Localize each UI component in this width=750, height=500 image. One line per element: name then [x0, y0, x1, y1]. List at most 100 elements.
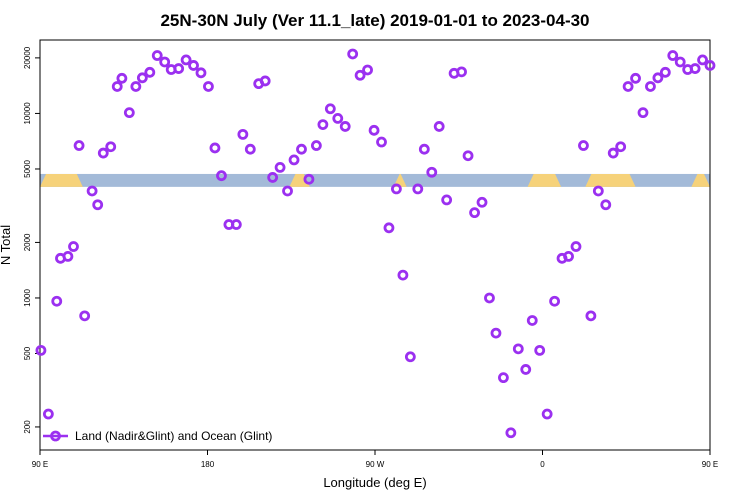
y-tick-label: 5000 — [23, 160, 32, 178]
data-point — [332, 112, 344, 124]
y-axis-ticks: 200 500 1000 2000 5000 10000 20000 — [23, 46, 40, 434]
data-point — [498, 372, 509, 384]
y-tick-label: 200 — [23, 420, 32, 434]
data-point — [230, 219, 242, 230]
data-point — [51, 295, 63, 307]
data-point — [159, 56, 171, 68]
data-point — [412, 183, 424, 195]
data-point — [570, 241, 582, 252]
data-point — [267, 172, 279, 183]
y-tick-label: 2000 — [23, 233, 32, 251]
legend-label: Land (Nadir&Glint) and Ocean (Glint) — [75, 429, 272, 443]
data-point — [456, 66, 467, 78]
x-axis-ticks: 90 E 180 90 W 0 90 E — [32, 450, 718, 469]
data-point — [697, 54, 708, 66]
data-point — [383, 222, 395, 234]
data-point — [391, 183, 402, 195]
data-point — [339, 121, 351, 132]
data-point — [288, 154, 300, 166]
data-point — [35, 344, 47, 356]
data-point — [368, 124, 380, 136]
data-point — [592, 185, 604, 197]
data-point — [462, 150, 474, 162]
data-point — [645, 81, 656, 92]
data-point — [136, 72, 148, 84]
data-point — [237, 128, 249, 140]
data-point — [652, 72, 664, 84]
data-point — [62, 250, 74, 262]
data-point — [505, 427, 517, 439]
data-point — [476, 196, 488, 208]
data-point — [73, 140, 85, 151]
data-point — [433, 121, 445, 132]
data-point — [111, 81, 123, 92]
data-point — [404, 351, 416, 363]
data-point — [216, 170, 227, 182]
data-point — [173, 63, 185, 74]
data-point — [123, 107, 135, 119]
data-point — [68, 241, 79, 252]
data-point — [195, 67, 207, 79]
data-point — [630, 72, 641, 84]
data-point — [667, 50, 679, 61]
data-point — [310, 140, 322, 151]
plot-frame — [39, 39, 711, 451]
data-point — [704, 60, 716, 71]
chart-title: 25N-30N July (Ver 11.1_late) 2019-01-01 … — [160, 11, 589, 30]
land-segment-4 — [585, 173, 636, 187]
data-point — [689, 63, 701, 74]
data-point — [362, 64, 373, 76]
data-point — [600, 199, 612, 211]
x-tick-label: 0 — [540, 460, 545, 469]
x-tick-label: 180 — [201, 460, 215, 469]
x-axis-label: Longitude (deg E) — [323, 475, 426, 490]
data-point — [484, 292, 495, 304]
data-point — [116, 72, 128, 84]
data-point — [42, 408, 54, 420]
y-axis-label: N Total — [0, 225, 13, 265]
data-point — [549, 295, 560, 307]
data-point — [637, 107, 649, 119]
data-point — [130, 81, 142, 92]
data-point — [97, 147, 109, 159]
data-point — [144, 66, 156, 78]
data-point — [180, 54, 192, 66]
data-point — [282, 185, 293, 197]
data-point — [92, 199, 104, 211]
land-segment-3 — [527, 173, 562, 187]
x-tick-label: 90 W — [366, 460, 385, 469]
data-point — [324, 103, 336, 115]
data-series — [35, 48, 716, 439]
data-point — [259, 75, 271, 87]
data-point — [512, 343, 524, 355]
data-point — [86, 185, 98, 197]
data-point — [296, 143, 307, 155]
data-point — [274, 161, 286, 173]
data-point — [563, 250, 574, 262]
data-point — [376, 136, 387, 148]
data-point — [151, 50, 163, 61]
data-point — [607, 147, 619, 159]
data-point — [79, 310, 91, 322]
surface-band — [40, 173, 710, 187]
data-point — [303, 173, 315, 185]
data-point — [397, 269, 409, 281]
data-point — [674, 56, 686, 68]
data-point — [585, 310, 597, 322]
data-point — [469, 207, 480, 219]
data-point — [541, 408, 553, 420]
data-point — [418, 143, 430, 155]
y-tick-label: 20000 — [23, 46, 32, 69]
data-point — [209, 142, 221, 154]
data-point — [244, 143, 256, 155]
land-segment-5 — [691, 173, 710, 187]
data-point — [615, 141, 627, 153]
data-point — [347, 48, 359, 60]
data-point — [490, 327, 502, 339]
data-point — [188, 60, 199, 71]
data-point — [203, 81, 214, 92]
y-tick-label: 500 — [23, 346, 32, 360]
data-point — [441, 194, 453, 206]
legend: Land (Nadir&Glint) and Ocean (Glint) — [43, 429, 272, 443]
